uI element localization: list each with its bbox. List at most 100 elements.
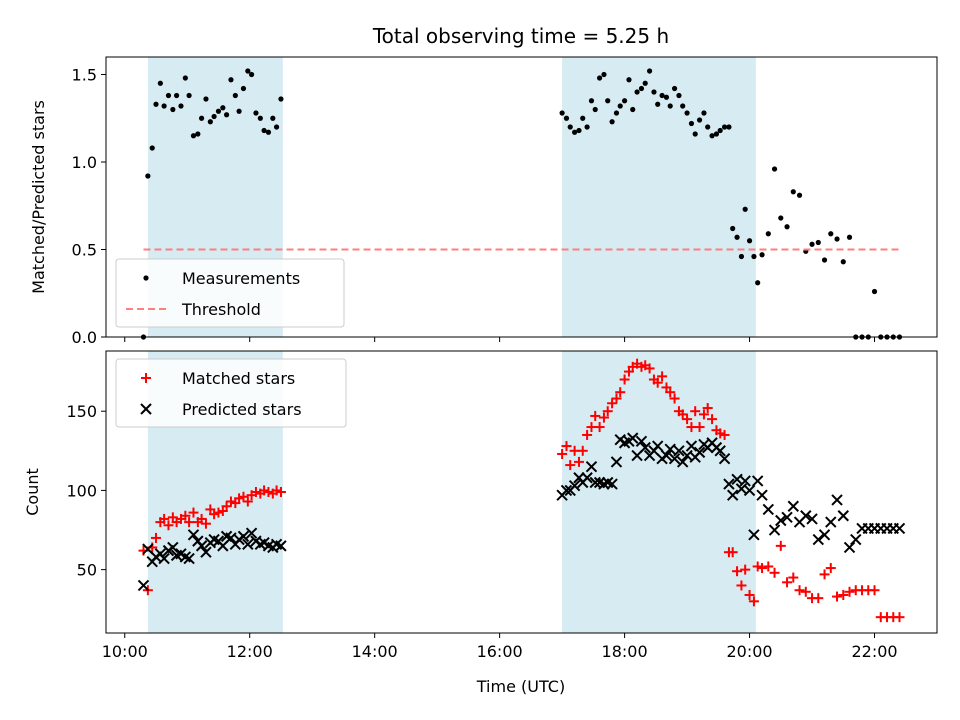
- point-dot: [178, 103, 184, 109]
- point-dot: [597, 75, 603, 81]
- point-dot: [186, 92, 192, 99]
- point-dot: [584, 124, 590, 130]
- point-dot: [220, 105, 226, 111]
- point-x: [158, 552, 170, 565]
- point-dot: [796, 192, 803, 198]
- point-x: [825, 516, 837, 528]
- point-dot: [613, 110, 620, 116]
- point-x: [693, 446, 706, 459]
- point-dot: [149, 145, 155, 151]
- point-dot: [676, 92, 682, 99]
- point-plus: [225, 496, 236, 507]
- point-dot: [576, 127, 582, 134]
- x-tick-label: 18:00: [602, 642, 648, 661]
- point-dot: [751, 253, 757, 260]
- point-dot: [621, 98, 628, 104]
- point-plus: [242, 496, 253, 507]
- point-x: [714, 445, 726, 457]
- point-plus: [694, 422, 705, 433]
- y-tick-label: 1.0: [72, 153, 97, 172]
- point-plus: [702, 403, 713, 414]
- point-dot: [680, 103, 686, 109]
- point-plus: [763, 561, 774, 572]
- point-x: [610, 456, 623, 468]
- point-x: [589, 476, 601, 489]
- point-dot: [248, 71, 255, 78]
- point-dot: [809, 241, 815, 247]
- point-dot: [228, 77, 234, 83]
- point-dot: [759, 252, 765, 258]
- point-plus: [594, 422, 605, 433]
- point-dot: [790, 189, 796, 195]
- point-dot: [190, 133, 197, 139]
- point-dot: [846, 234, 853, 240]
- point-plus: [644, 363, 655, 374]
- point-plus: [652, 377, 663, 388]
- axes-layer: 0.0 0.5 1.0 1.5: [72, 56, 938, 347]
- point-plus: [602, 406, 613, 417]
- point-dot: [153, 101, 159, 107]
- point-plus: [769, 567, 780, 578]
- point-x: [850, 533, 862, 546]
- point-dot: [642, 80, 648, 86]
- point-x: [668, 453, 681, 465]
- point-x: [245, 527, 258, 539]
- point-dot: [182, 75, 188, 81]
- point-x: [723, 478, 735, 490]
- point-plus: [263, 487, 274, 497]
- point-x: [200, 546, 212, 558]
- point-dot: [755, 280, 761, 286]
- point-plus: [715, 428, 726, 439]
- point-x: [743, 484, 756, 497]
- x-tick-label: 14:00: [352, 642, 398, 661]
- point-dot: [567, 124, 573, 130]
- point-plus: [719, 429, 730, 440]
- point-x: [812, 533, 824, 546]
- point-x: [187, 529, 200, 541]
- point-x: [762, 503, 775, 516]
- point-plus: [150, 532, 161, 543]
- point-dot: [834, 236, 840, 242]
- point-dot: [273, 124, 280, 130]
- point-dot: [236, 108, 242, 114]
- point-x: [635, 435, 648, 448]
- point-dot: [828, 231, 834, 237]
- point-plus: [782, 577, 793, 588]
- point-x: [751, 475, 764, 487]
- legend-ratio: Measurements Threshold: [115, 258, 345, 328]
- point-x: [183, 552, 195, 565]
- point-plus: [573, 456, 584, 467]
- point-x: [685, 440, 698, 452]
- point-x: [581, 472, 593, 484]
- point-x: [818, 529, 831, 541]
- point-dot: [145, 173, 151, 179]
- point-dot: [871, 288, 878, 295]
- point-x: [676, 456, 689, 468]
- point-dot: [170, 106, 176, 113]
- point-plus: [159, 513, 170, 524]
- point-x: [639, 441, 651, 454]
- y-tick-label: 100: [66, 481, 97, 500]
- point-dot: [592, 106, 598, 113]
- ylabel-counts: Count: [23, 468, 42, 516]
- point-plus: [748, 596, 759, 607]
- point-plus: [665, 387, 676, 398]
- point-x: [673, 445, 685, 457]
- point-plus: [188, 507, 199, 518]
- point-dot: [609, 119, 615, 125]
- point-dot: [659, 92, 665, 99]
- point-x: [560, 484, 573, 497]
- point-dot: [157, 80, 163, 86]
- point-dot: [634, 89, 640, 95]
- point-dot: [161, 103, 167, 109]
- point-dot: [572, 129, 578, 135]
- point-x: [806, 513, 818, 525]
- point-x: [775, 514, 787, 527]
- point-plus: [677, 409, 688, 420]
- point-dot: [742, 206, 748, 212]
- point-dot: [730, 225, 736, 232]
- point-dot: [588, 98, 595, 104]
- ylabel-ratio: Matched/Predicted stars: [29, 100, 48, 294]
- point-x: [242, 538, 254, 550]
- point-dot: [580, 115, 586, 121]
